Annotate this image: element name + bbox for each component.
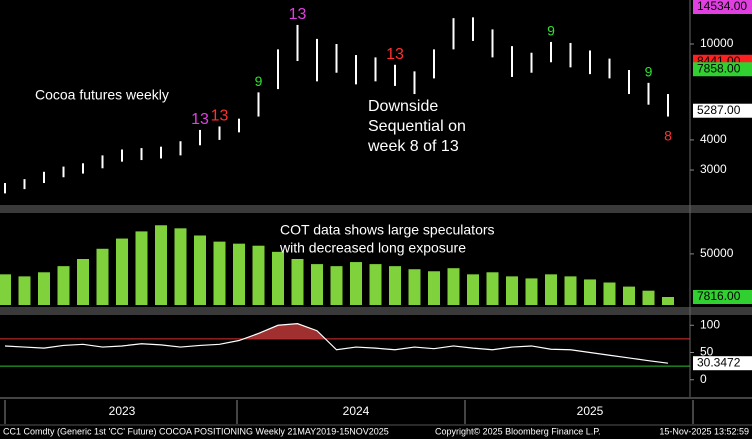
x-tick-label: 2023 (109, 404, 136, 418)
bar (486, 272, 499, 305)
bar (233, 243, 245, 305)
sequential-count: 9 (255, 73, 263, 89)
footer-text: 15-Nov-2025 13:52:59 (659, 426, 749, 436)
y-tick-label: 10000 (700, 36, 734, 50)
bar (0, 274, 11, 305)
annotation: Sequential on (368, 118, 466, 135)
bar (77, 259, 89, 305)
value-tag-label: 30.3472 (697, 355, 741, 369)
y-tick-label: 50000 (700, 246, 734, 260)
bar (369, 264, 382, 305)
value-tag (693, 103, 752, 118)
bar (311, 264, 323, 305)
bar (642, 290, 655, 305)
footer-text: CC1 Comdty (Generic 1st 'CC' Future) COC… (3, 426, 389, 436)
annotation: with decreased long exposure (279, 240, 466, 256)
y-tick-label: 50 (700, 345, 714, 359)
panel-divider (0, 205, 752, 213)
sequential-count: 13 (289, 6, 307, 23)
annotation: week 8 of 13 (367, 138, 459, 155)
bar (96, 248, 109, 305)
value-tag-label: 7858.00 (697, 61, 741, 75)
bar (525, 278, 538, 305)
y-tick-label: 100 (700, 317, 720, 331)
bar (291, 259, 304, 305)
sequential-count: 9 (645, 64, 653, 80)
panel-divider (0, 307, 752, 315)
bar (428, 271, 440, 305)
x-tick-label: 2024 (343, 404, 370, 418)
sequential-count: 13 (191, 111, 209, 128)
bar (662, 297, 674, 305)
bar (623, 286, 635, 305)
bar (467, 274, 479, 305)
annotation: COT data shows large speculators (280, 222, 495, 238)
y-tick-label: 4000 (700, 132, 727, 146)
bar (603, 282, 616, 305)
annotation: Cocoa futures weekly (35, 87, 169, 103)
bar (447, 268, 460, 305)
sequential-count: 13 (211, 108, 229, 125)
value-tag-label: 14534.00 (697, 0, 747, 13)
bar (545, 274, 557, 305)
y-tick-label: 0 (700, 372, 707, 386)
value-tag (693, 0, 752, 14)
value-tag (693, 290, 752, 304)
bar (194, 235, 206, 305)
bar (330, 266, 343, 305)
bar (584, 279, 596, 305)
bar (155, 225, 167, 305)
bar (252, 245, 265, 305)
value-tag (693, 356, 752, 371)
bar (38, 272, 50, 305)
sequential-count: 9 (547, 23, 555, 39)
bar (564, 276, 577, 305)
oscillator-line (4, 323, 669, 364)
panel-divider (0, 397, 752, 399)
footer-text: Copyright© 2025 Bloomberg Finance L.P. (435, 426, 601, 436)
bar (174, 228, 187, 305)
bar (135, 231, 148, 305)
sequential-count: 8 (664, 127, 672, 143)
bar (408, 269, 421, 305)
annotation: Downside (368, 98, 438, 115)
bar (389, 266, 401, 305)
bar (57, 266, 70, 305)
x-tick-label: 2025 (577, 404, 604, 418)
value-tag-label: 7816.00 (697, 289, 741, 303)
bar (116, 238, 128, 305)
y-tick-label: 3000 (700, 162, 727, 176)
bar (18, 276, 31, 305)
bar (506, 276, 518, 305)
bar (213, 241, 226, 305)
value-tag (693, 62, 752, 77)
value-tag-label: 5287.00 (697, 103, 741, 117)
sequential-count: 13 (386, 46, 404, 63)
bar (350, 262, 362, 305)
bar (272, 251, 284, 305)
